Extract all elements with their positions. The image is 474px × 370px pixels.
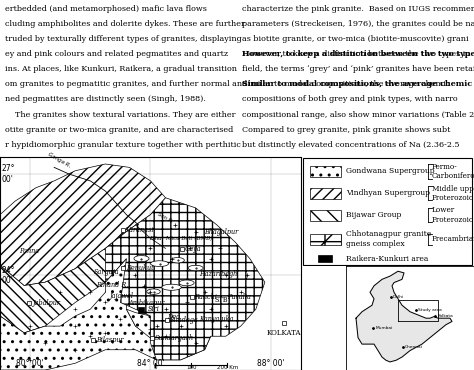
Text: Similar to modal compositions, the average chemic: Similar to modal compositions, the avera…: [242, 80, 450, 88]
Polygon shape: [0, 259, 156, 370]
Text: Jajawal: Jajawal: [109, 292, 133, 300]
Ellipse shape: [134, 256, 149, 262]
Text: ertbedded (and metamorphosed) mafic lava flows: ertbedded (and metamorphosed) mafic lava…: [5, 5, 207, 13]
Text: Raikera-Kunkuri area: Raikera-Kunkuri area: [346, 255, 428, 263]
Text: as biotite granite, or two-mica (biotite-muscovite) grani: as biotite granite, or two-mica (biotite…: [242, 35, 468, 43]
Text: Bijawar Group: Bijawar Group: [346, 211, 401, 219]
Text: 200 Km: 200 Km: [217, 365, 238, 370]
Polygon shape: [0, 232, 127, 333]
Text: Ranchi: Ranchi: [194, 293, 217, 301]
Text: Mumbai: Mumbai: [375, 326, 392, 330]
Text: but distinctly elevated concentrations of Na (2.36-2.5: but distinctly elevated concentrations o…: [242, 141, 459, 149]
Text: ned pegmatites are distinctly seen (Singh, 1988).: ned pegmatites are distinctly seen (Sing…: [5, 95, 206, 104]
Text: Precambrian: Precambrian: [432, 235, 474, 243]
FancyBboxPatch shape: [310, 188, 341, 199]
Text: STB: STB: [215, 296, 228, 304]
Text: truded by texturally different types of granites, displaying: truded by texturally different types of …: [5, 35, 241, 43]
FancyBboxPatch shape: [303, 158, 472, 265]
Polygon shape: [356, 271, 452, 362]
Polygon shape: [0, 164, 165, 286]
Ellipse shape: [188, 265, 203, 271]
Text: characterize the pink granite.  Based on IUGS recommend: characterize the pink granite. Based on …: [242, 5, 474, 13]
Polygon shape: [105, 198, 265, 360]
Text: 27°
00': 27° 00': [1, 164, 15, 184]
Text: Similar to modal compositions, the average chemic: Similar to modal compositions, the avera…: [242, 80, 472, 88]
Text: The granites show textural variations. They are either: The granites show textural variations. T…: [5, 111, 235, 118]
Text: Chhotanagpur granite
gneiss complex: Chhotanagpur granite gneiss complex: [346, 230, 431, 248]
Text: Rihand R.: Rihand R.: [96, 281, 128, 289]
FancyBboxPatch shape: [310, 166, 341, 177]
Text: Siri: Siri: [147, 305, 159, 313]
Text: Ganga R.: Ganga R.: [46, 152, 71, 169]
Text: Panna: Panna: [19, 247, 39, 255]
Text: parameters (Streckeisen, 1976), the granites could be nam: parameters (Streckeisen, 1976), the gran…: [242, 20, 474, 28]
Text: 24°
00': 24° 00': [1, 266, 15, 285]
Text: cluding amphibolites and dolerite dykes. These are further: cluding amphibolites and dolerite dykes.…: [5, 20, 245, 28]
Text: Sarguja: Sarguja: [94, 268, 120, 276]
FancyBboxPatch shape: [319, 255, 332, 262]
Text: Sundargarh: Sundargarh: [155, 334, 193, 342]
Text: Varanasi: Varanasi: [126, 226, 155, 234]
Text: However, to keep a distinction between the two types in t: However, to keep a distinction between t…: [242, 50, 474, 58]
Text: Jabalpur: Jabalpur: [32, 299, 60, 307]
Ellipse shape: [162, 284, 182, 290]
Text: 100: 100: [186, 365, 196, 370]
Ellipse shape: [147, 289, 160, 295]
Text: Compared to grey granite, pink granite shows subt: Compared to grey granite, pink granite s…: [242, 126, 450, 134]
Text: Study area: Study area: [418, 308, 442, 312]
Text: compositions of both grey and pink types, with narro: compositions of both grey and pink types…: [242, 95, 457, 104]
Text: However, to keep a distinction between the two types in t: However, to keep a distinction between t…: [242, 50, 474, 58]
Text: Bilaspur: Bilaspur: [96, 336, 123, 344]
Text: r hypidiomorphic granular texture together with perthitic: r hypidiomorphic granular texture togeth…: [5, 141, 241, 149]
Text: Gaya: Gaya: [184, 245, 201, 253]
Ellipse shape: [179, 280, 194, 286]
Text: Chennai: Chennai: [405, 345, 423, 349]
Text: field, the terms ‘grey’ and ‘pink’ granites have been retaine: field, the terms ‘grey’ and ‘pink’ grani…: [242, 65, 474, 73]
Text: Purulia: Purulia: [227, 293, 251, 302]
Text: Kanyaluka: Kanyaluka: [199, 315, 233, 323]
Ellipse shape: [171, 258, 184, 263]
Text: Bihar Mica Belt (BMB): Bihar Mica Belt (BMB): [149, 236, 212, 242]
Text: ey and pink colours and related pegmatites and quartz: ey and pink colours and related pegmatit…: [5, 50, 228, 58]
FancyBboxPatch shape: [310, 234, 341, 245]
Text: 80° 00': 80° 00': [16, 359, 44, 368]
Text: Simdega: Simdega: [170, 316, 198, 324]
Text: otite granite or two-mica granite, and are characterised: otite granite or two-mica granite, and a…: [5, 126, 233, 134]
Ellipse shape: [150, 261, 169, 266]
Text: Hazaribagh: Hazaribagh: [200, 270, 238, 278]
Text: om granites to pegmatitic granites, and further normal and: om granites to pegmatitic granites, and …: [5, 80, 247, 88]
Text: Gondwana Supergroup: Gondwana Supergroup: [346, 168, 435, 175]
Text: Middle upper
Proterozoic: Middle upper Proterozoic: [432, 185, 474, 202]
Text: Kolkata: Kolkata: [437, 314, 453, 318]
FancyBboxPatch shape: [310, 210, 341, 221]
Text: 88° 00': 88° 00': [257, 359, 285, 368]
Polygon shape: [127, 309, 210, 360]
Text: KOLKATA: KOLKATA: [266, 329, 301, 337]
Text: 0: 0: [153, 365, 157, 370]
Text: Vindhyan Supergroup: Vindhyan Supergroup: [346, 189, 430, 197]
Text: compositional range, also show minor variations (Table 2: compositional range, also show minor var…: [242, 111, 474, 118]
Text: Bhagalpur: Bhagalpur: [204, 228, 238, 236]
Text: Deo: Deo: [167, 313, 180, 321]
Text: Delhi: Delhi: [393, 295, 404, 299]
Text: 84° 00': 84° 00': [137, 359, 164, 368]
Text: ins. At places, like Kunkuri, Raikera, a gradual transition: ins. At places, like Kunkuri, Raikera, a…: [5, 65, 237, 73]
Text: Son R.: Son R.: [156, 212, 173, 225]
Text: Permo-
Carboniferous: Permo- Carboniferous: [432, 163, 474, 180]
Text: Renukut: Renukut: [126, 264, 154, 272]
Text: Ambikapur: Ambikapur: [129, 299, 165, 307]
Text: Lower
Proterozoic: Lower Proterozoic: [432, 206, 474, 224]
